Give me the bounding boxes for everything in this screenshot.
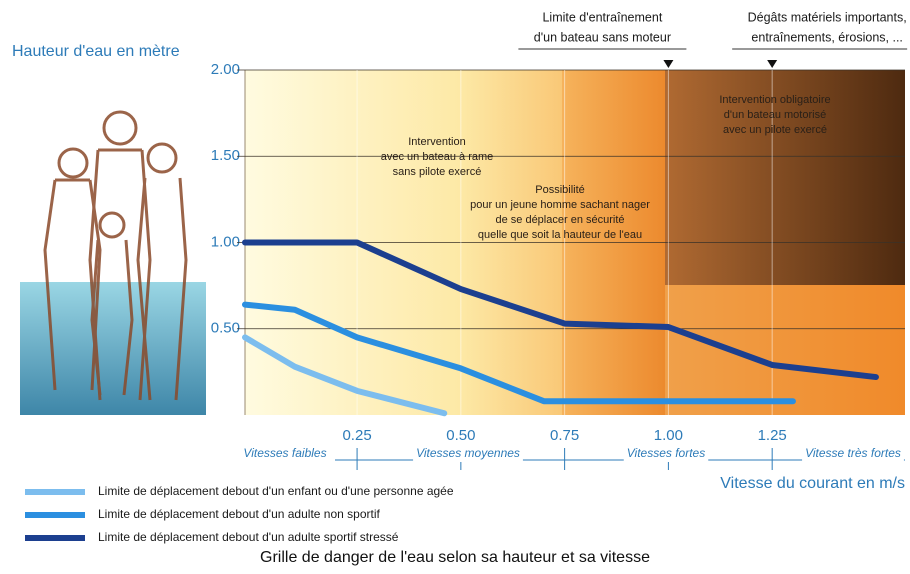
annotation: Intervention [408,136,465,148]
annotation: sans pilote exercé [393,166,482,178]
marker-label: Dégâts matériels importants, [748,10,907,24]
annotation: avec un pilote exercé [723,124,827,136]
x-tick-label: 1.00 [654,427,683,444]
x-tick-label: 1.25 [758,427,787,444]
marker-arrow [767,60,777,68]
annotation: pour un jeune homme sachant nager [470,199,650,211]
y-tick-label: 2.00 [211,61,240,78]
legend-label: Limite de déplacement debout d'un adulte… [98,507,380,521]
speed-zone-label: Vitesse très fortes [805,446,901,460]
legend-label: Limite de déplacement debout d'un enfant… [98,484,454,498]
speed-zone-label: Vitesses faibles [243,446,326,460]
annotation: d'un bateau motorisé [724,109,826,121]
marker-arrow [663,60,673,68]
illustration [20,112,206,415]
y-axis-label: Hauteur d'eau en mètre [12,43,180,60]
y-tick-label: 0.50 [211,320,240,337]
annotation: avec un bateau à rame [381,151,494,163]
marker-label: d'un bateau sans moteur [534,30,671,44]
annotation: quelle que soit la hauteur de l'eau [478,229,642,241]
x-tick-label: 0.75 [550,427,579,444]
annotation: Possibilité [535,184,585,196]
y-tick-label: 1.50 [211,147,240,164]
marker-label: entraînements, érosions, ... [751,30,902,44]
chart: Hauteur d'eau en mètre Vitesse du couran… [0,0,910,569]
x-tick-label: 0.50 [446,427,475,444]
x-tick-label: 0.25 [342,427,371,444]
y-tick-label: 1.00 [211,233,240,250]
speed-zone-label: Vitesses fortes [627,446,705,460]
x-axis-label: Vitesse du courant en m/s [720,475,905,492]
chart-title: Grille de danger de l'eau selon sa haute… [260,549,650,566]
speed-zone-label: Vitesses moyennes [416,446,520,460]
annotation: Intervention obligatoire [719,94,830,106]
annotation: de se déplacer en sécurité [495,214,624,226]
marker-label: Limite d'entraînement [542,10,662,24]
legend-label: Limite de déplacement debout d'un adulte… [98,530,399,544]
